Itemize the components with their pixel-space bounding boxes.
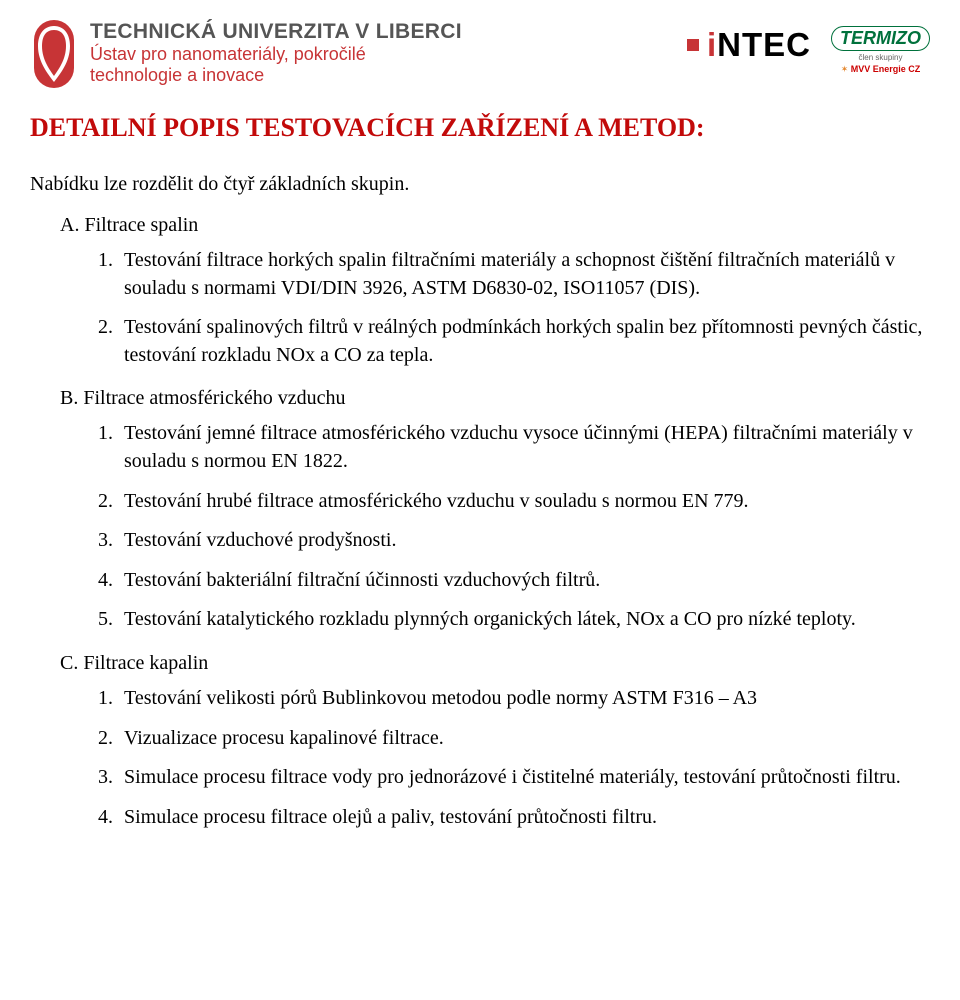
intro-text: Nabídku lze rozdělit do čtyř základních … [30,173,930,196]
section-C-list: Testování velikosti pórů Bublinkovou met… [30,685,930,831]
tul-name-block: TECHNICKÁ UNIVERZITA V LIBERCI Ústav pro… [90,20,462,86]
section-A-list: Testování filtrace horkých spalin filtra… [30,247,930,369]
list-item: Testování vzduchové prodyšnosti. [118,527,930,555]
intec-logo: iNTEC [687,26,811,64]
partner-logos: iNTEC TERMIZO člen skupiny ✶ MVV Energie… [687,26,930,75]
list-item: Testování hrubé filtrace atmosférického … [118,488,930,516]
header-bar: TECHNICKÁ UNIVERZITA V LIBERCI Ústav pro… [30,18,930,95]
section-B-heading: B. Filtrace atmosférického vzduchu [60,387,930,410]
list-item: Simulace procesu filtrace vody pro jedno… [118,764,930,792]
list-item: Testování katalytického rozkladu plynnýc… [118,606,930,634]
list-item: Testování spalinových filtrů v reálných … [118,314,930,369]
section-A-heading: A. Filtrace spalin [60,214,930,237]
list-item: Simulace procesu filtrace olejů a paliv,… [118,804,930,832]
section-C-heading: C. Filtrace kapalin [60,652,930,675]
intec-square-icon [687,39,699,51]
list-item: Vizualizace procesu kapalinové filtrace. [118,725,930,753]
termizo-member-label: člen skupiny [858,53,902,62]
intec-wordmark: iNTEC [707,26,811,64]
tul-logo-icon [30,18,78,95]
mvv-text: MVV Energie CZ [851,64,921,74]
page: TECHNICKÁ UNIVERZITA V LIBERCI Ústav pro… [0,0,960,873]
intec-wordmark-rest: NTEC [717,26,811,63]
mvv-label: ✶ MVV Energie CZ [841,64,921,75]
tul-name-line1: TECHNICKÁ UNIVERZITA V LIBERCI [90,20,462,44]
termizo-wordmark: TERMIZO [831,26,930,51]
section-B-list: Testování jemné filtrace atmosférického … [30,420,930,634]
list-item: Testování velikosti pórů Bublinkovou met… [118,685,930,713]
page-title: DETAILNÍ POPIS TESTOVACÍCH ZAŘÍZENÍ A ME… [30,113,930,143]
list-item: Testování jemné filtrace atmosférického … [118,420,930,475]
termizo-logo: TERMIZO člen skupiny ✶ MVV Energie CZ [831,26,930,75]
tul-name-line2: Ústav pro nanomateriály, pokročilé [90,44,462,65]
list-item: Testování filtrace horkých spalin filtra… [118,247,930,302]
star-icon: ✶ [841,64,849,74]
tul-name-line3: technologie a inovace [90,65,462,86]
list-item: Testování bakteriální filtrační účinnost… [118,567,930,595]
